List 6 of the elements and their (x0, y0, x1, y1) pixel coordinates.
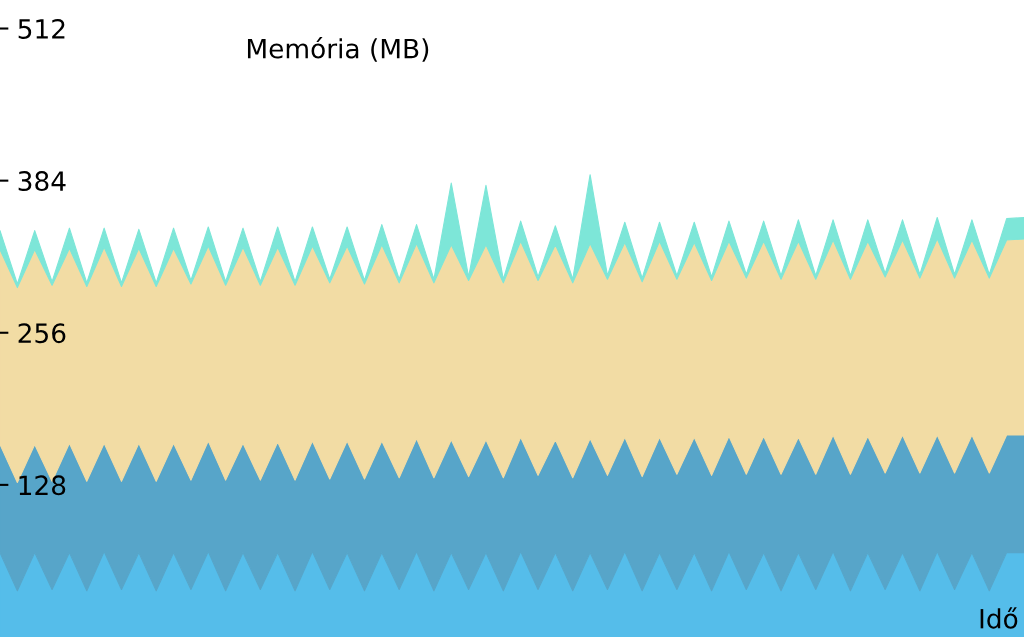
y-tick-label: 512 (18, 18, 65, 39)
x-axis-title: Idő (980, 607, 1018, 629)
y-axis-title: Memória (MB) (247, 37, 429, 62)
y-tick-label: 128 (19, 475, 66, 496)
y-tick-label: 384 (18, 171, 66, 192)
y-tick-label: 256 (18, 323, 66, 344)
